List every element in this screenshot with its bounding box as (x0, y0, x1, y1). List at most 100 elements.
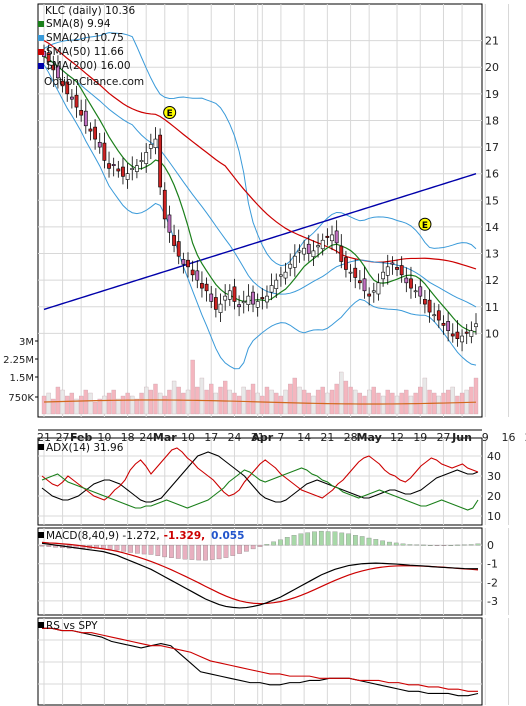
bollinger-lower (43, 64, 477, 370)
volume-bar (380, 395, 386, 415)
earnings-marker (418, 217, 432, 231)
volume-tick-label: 3M (19, 337, 34, 348)
volume-bar (120, 395, 126, 415)
candle-body (325, 235, 330, 238)
volume-bar (157, 392, 163, 415)
candle-body (436, 310, 441, 321)
legend-sma50: SMA(50) 11.66 (46, 46, 124, 58)
volume-bar (455, 395, 460, 415)
macd-histogram-bar (366, 537, 372, 546)
volume-ticks: 750K 1.5M 2.25M 3M (3, 337, 38, 404)
volume-bar (473, 377, 479, 415)
candle-body (148, 144, 153, 149)
macd-histogram-bar (387, 541, 392, 546)
candle-body (190, 269, 195, 276)
macd-histogram-bar (46, 544, 52, 547)
y-tick-label: 10 (487, 510, 501, 523)
volume-average-line (43, 399, 477, 405)
volume-bar (97, 398, 102, 415)
candle-body (274, 279, 279, 289)
earnings-marker-label: E (167, 109, 173, 119)
volume-bar (394, 395, 400, 415)
macd-histogram-bar (155, 544, 161, 556)
macd-y-ticks: 0 -1 -2 -3 (487, 539, 498, 608)
candle-body (450, 333, 455, 337)
candle-body (46, 52, 51, 63)
y-tick-label: 16 (485, 168, 499, 181)
candle-body (399, 265, 404, 276)
volume-bar (371, 386, 376, 415)
candle-body (409, 278, 413, 289)
macd-histogram-bar (121, 544, 127, 552)
volume-bar (41, 395, 47, 415)
macd-histogram-bar (291, 535, 297, 546)
y-tick-label: 20 (487, 490, 501, 503)
candle-body (107, 163, 111, 169)
rs-series-line (42, 627, 478, 692)
candle-body (320, 239, 325, 250)
volume-bar (111, 389, 116, 415)
candle-body (102, 142, 107, 161)
x-tick-label: 27 (436, 431, 450, 444)
volume-bar (292, 377, 297, 415)
candle-body (130, 168, 135, 171)
candle-body (283, 271, 288, 279)
volume-bar (223, 380, 228, 415)
candle-body (255, 301, 260, 308)
candle-body (158, 134, 163, 188)
macd-histogram-bar (237, 544, 242, 554)
legend-adx: ADX(14) 31.96 (46, 442, 124, 454)
volume-bar (469, 386, 474, 415)
volume-bar (185, 389, 191, 415)
volume-bar (171, 380, 177, 415)
y-tick-label: 13 (485, 248, 499, 261)
candle-body (65, 81, 70, 95)
candle-body (297, 250, 302, 253)
x-tick-label: 10 (97, 431, 111, 444)
volume-bar (65, 395, 70, 415)
volume-bar (116, 398, 121, 415)
candle-body (232, 286, 237, 302)
legend-sma20: SMA(20) 10.75 (46, 32, 124, 44)
candle-body (246, 295, 251, 305)
candle-body (269, 285, 274, 293)
adx-series-line (41, 451, 479, 503)
macd-histogram-bar (332, 531, 338, 546)
x-tick-label: 24 (525, 431, 526, 444)
volume-bar (418, 386, 423, 415)
candle-body (390, 262, 395, 265)
earnings-markers: EE (163, 105, 432, 231)
volume-bar (348, 386, 353, 415)
volume-bar (199, 377, 205, 415)
y-tick-label: 11 (485, 301, 499, 314)
volume-bar (436, 395, 441, 415)
legend-macd: MACD(8,40,9) -1.272, -1.329, 0.055 (46, 530, 244, 542)
macd-histogram-bar (448, 544, 454, 546)
candle-body (223, 295, 228, 301)
candle-body (316, 245, 320, 248)
legend-swatch-sma200 (38, 63, 44, 69)
macd-histogram-bar (462, 544, 467, 546)
macd-histogram-bar (441, 544, 447, 546)
volume-bar (190, 359, 195, 415)
candle-body (204, 283, 209, 292)
volume-bar (283, 389, 288, 415)
candle-body (348, 271, 353, 274)
macd-histogram-bar (244, 544, 249, 552)
macd-histogram-bar (271, 541, 276, 546)
macd-histogram-bar (250, 544, 256, 550)
volume-bar (241, 386, 246, 415)
volume-bar (404, 389, 409, 415)
volume-bar (139, 392, 144, 415)
volume-bar (278, 395, 284, 415)
x-tick-label: 12 (390, 431, 404, 444)
candle-body (74, 94, 79, 108)
candle-body (153, 138, 158, 148)
candle-body (413, 290, 418, 293)
candle-body (172, 235, 176, 246)
candle-body (464, 331, 469, 334)
volume-bar (88, 392, 93, 415)
rs-grid (38, 618, 510, 705)
macd-histogram-bar (475, 543, 481, 546)
candle-body (237, 304, 241, 308)
